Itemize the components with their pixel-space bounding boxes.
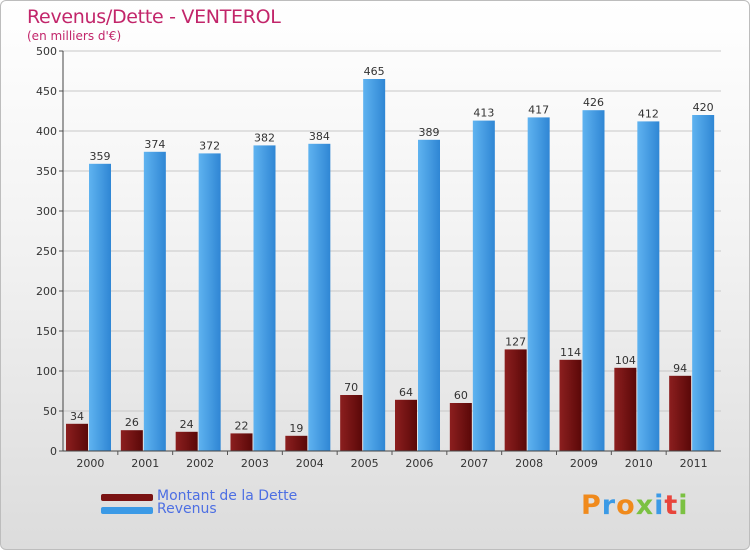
data-label-revenue: 420 — [693, 101, 714, 114]
bar-revenue — [527, 117, 550, 452]
data-label-revenue: 359 — [90, 150, 111, 163]
data-label-debt: 19 — [289, 422, 303, 435]
data-label-revenue: 413 — [473, 107, 494, 120]
data-label-debt: 64 — [399, 386, 413, 399]
data-label-revenue: 426 — [583, 96, 604, 109]
bar-debt — [285, 435, 308, 451]
data-label-debt: 70 — [344, 381, 358, 394]
data-label-debt: 127 — [505, 335, 526, 348]
bar-debt — [395, 399, 417, 451]
logo-letter: i — [654, 490, 665, 521]
y-tick-label: 50 — [43, 405, 57, 418]
bar-debt — [66, 423, 88, 451]
data-label-debt: 22 — [235, 419, 249, 432]
y-tick-label: 400 — [36, 125, 57, 138]
data-label-debt: 24 — [180, 418, 194, 431]
data-label-revenue: 374 — [144, 138, 165, 151]
y-tick-label: 250 — [36, 245, 57, 258]
data-label-debt: 104 — [615, 354, 636, 367]
bar-debt — [504, 349, 527, 451]
axes: 0 50 100 150 200 250 300 350 400 450 500 2000 2001 20… — [36, 45, 721, 470]
y-tick-label: 150 — [36, 325, 57, 338]
bar-debt — [340, 395, 363, 451]
data-label-revenue: 412 — [638, 107, 659, 120]
bar-debt — [669, 375, 692, 451]
data-label-revenue: 384 — [309, 130, 330, 143]
data-label-revenue: 417 — [528, 103, 549, 116]
data-label-debt: 114 — [560, 346, 581, 359]
bar-revenue — [308, 143, 331, 452]
data-label-debt: 94 — [673, 362, 687, 375]
chart-subtitle: (en milliers d'€) — [27, 29, 122, 43]
data-label-revenue: 389 — [419, 126, 440, 139]
y-tick-label: 0 — [50, 445, 57, 458]
bar-revenue — [692, 115, 715, 451]
x-tick-label: 2005 — [351, 457, 379, 470]
bar-revenue — [582, 110, 605, 451]
bars: 34 359 26 374 24 372 22 382 19 384 70 465 64 389 60 413… — [66, 65, 715, 452]
proxiti-logo: Proxiti — [581, 490, 689, 521]
bar-revenue — [143, 151, 166, 452]
logo-letter: x — [635, 490, 655, 521]
logo-letter: t — [664, 490, 679, 521]
x-tick-label: 2004 — [296, 457, 324, 470]
bar-revenue — [363, 79, 386, 451]
bar-revenue — [472, 120, 495, 451]
x-tick-label: 2006 — [405, 457, 433, 470]
x-tick-label: 2000 — [76, 457, 104, 470]
logo-letter: o — [616, 490, 636, 521]
legend-swatch-revenue — [101, 507, 153, 514]
legend-label-debt: Montant de la Dette — [157, 488, 298, 504]
legend-swatch-debt — [101, 494, 153, 501]
logo-letter: i — [678, 490, 689, 521]
data-label-debt: 60 — [454, 389, 468, 402]
logo-letter: P — [581, 490, 602, 521]
bar-debt — [449, 403, 472, 451]
bar-revenue — [418, 139, 440, 452]
x-tick-label: 2007 — [460, 457, 488, 470]
legend-label-revenue: Revenus — [157, 501, 217, 517]
x-tick-label: 2002 — [186, 457, 214, 470]
y-tick-label: 300 — [36, 205, 57, 218]
data-label-debt: 26 — [125, 416, 139, 429]
x-tick-label: 2010 — [625, 457, 653, 470]
x-tick-label: 2001 — [131, 457, 159, 470]
data-label-revenue: 465 — [364, 65, 385, 78]
bar-revenue — [198, 153, 221, 451]
x-tick-label: 2011 — [680, 457, 708, 470]
bar-debt — [230, 433, 253, 451]
bar-debt — [614, 367, 637, 451]
x-tick-label: 2009 — [570, 457, 598, 470]
logo-letter: r — [601, 490, 617, 521]
bar-debt — [559, 359, 582, 451]
chart-title: Revenus/Dette - VENTEROL — [27, 6, 281, 28]
bar-revenue — [89, 163, 111, 452]
y-tick-label: 100 — [36, 365, 57, 378]
y-tick-label: 450 — [36, 85, 57, 98]
y-tick-label: 200 — [36, 285, 57, 298]
data-label-revenue: 382 — [254, 131, 275, 144]
bar-debt — [120, 430, 143, 451]
data-label-revenue: 372 — [199, 139, 220, 152]
bar-debt — [175, 431, 198, 451]
y-tick-label: 350 — [36, 165, 57, 178]
grid — [63, 50, 721, 412]
data-label-debt: 34 — [70, 410, 84, 423]
x-tick-label: 2008 — [515, 457, 543, 470]
bar-revenue — [637, 121, 660, 452]
y-tick-label: 500 — [36, 45, 57, 58]
bar-revenue — [253, 145, 276, 451]
x-tick-label: 2003 — [241, 457, 269, 470]
